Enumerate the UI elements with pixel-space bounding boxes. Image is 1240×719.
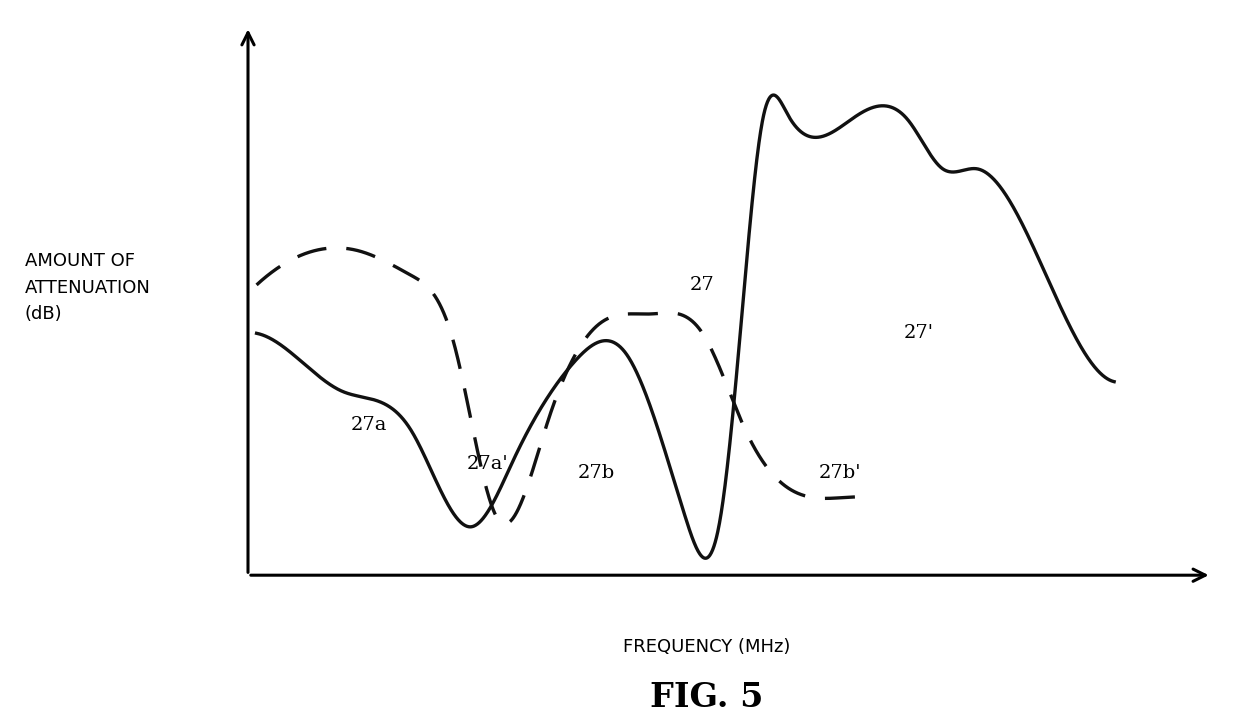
Text: 27b: 27b [578, 464, 615, 482]
Text: FREQUENCY (MHz): FREQUENCY (MHz) [624, 638, 790, 656]
Text: 27': 27' [904, 324, 934, 342]
Text: FIG. 5: FIG. 5 [650, 681, 764, 714]
Text: 27a': 27a' [466, 454, 508, 473]
Text: 27a: 27a [351, 416, 387, 434]
Text: 27: 27 [689, 276, 714, 294]
Text: 27b': 27b' [818, 464, 861, 482]
Text: AMOUNT OF
ATTENUATION
(dB): AMOUNT OF ATTENUATION (dB) [25, 252, 151, 323]
